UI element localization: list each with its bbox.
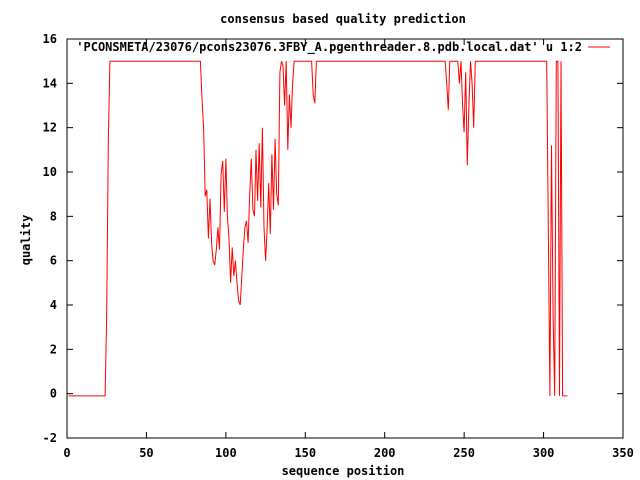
- chart-title: consensus based quality prediction: [220, 12, 466, 26]
- y-tick-label: 4: [50, 298, 57, 312]
- y-tick-label: -2: [43, 431, 57, 445]
- y-tick-label: 8: [50, 209, 57, 223]
- y-tick-label: 6: [50, 254, 57, 268]
- plot-frame: [66, 38, 624, 439]
- x-tick-label: 50: [139, 446, 153, 460]
- legend: 'PCONSMETA/23076/pcons23076.3FBY_A.pgent…: [76, 40, 610, 55]
- x-tick-label: 300: [533, 446, 555, 460]
- y-axis-label: quality: [19, 215, 33, 266]
- y-tick-label: 0: [50, 387, 57, 401]
- x-tick-label: 0: [63, 446, 70, 460]
- axis-ticks: 0 50 100 150 200 250 300 350 -2 0 2 4 6 8 10 12 14 16: [43, 32, 634, 460]
- x-axis-label: sequence position: [282, 464, 405, 478]
- y-tick-label: 14: [43, 76, 57, 90]
- y-tick-label: 12: [43, 121, 57, 135]
- series-group: [68, 60, 568, 397]
- x-tick-label: 150: [294, 446, 316, 460]
- x-tick-label: 100: [215, 446, 237, 460]
- x-tick-label: 200: [374, 446, 396, 460]
- y-tick-label: 16: [43, 32, 57, 46]
- series-line-0: [68, 60, 568, 397]
- y-tick-label: 2: [50, 342, 57, 356]
- x-tick-label: 250: [453, 446, 475, 460]
- y-tick-label: 10: [43, 165, 57, 179]
- legend-label: 'PCONSMETA/23076/pcons23076.3FBY_A.pgent…: [76, 40, 582, 55]
- x-tick-label: 350: [612, 446, 634, 460]
